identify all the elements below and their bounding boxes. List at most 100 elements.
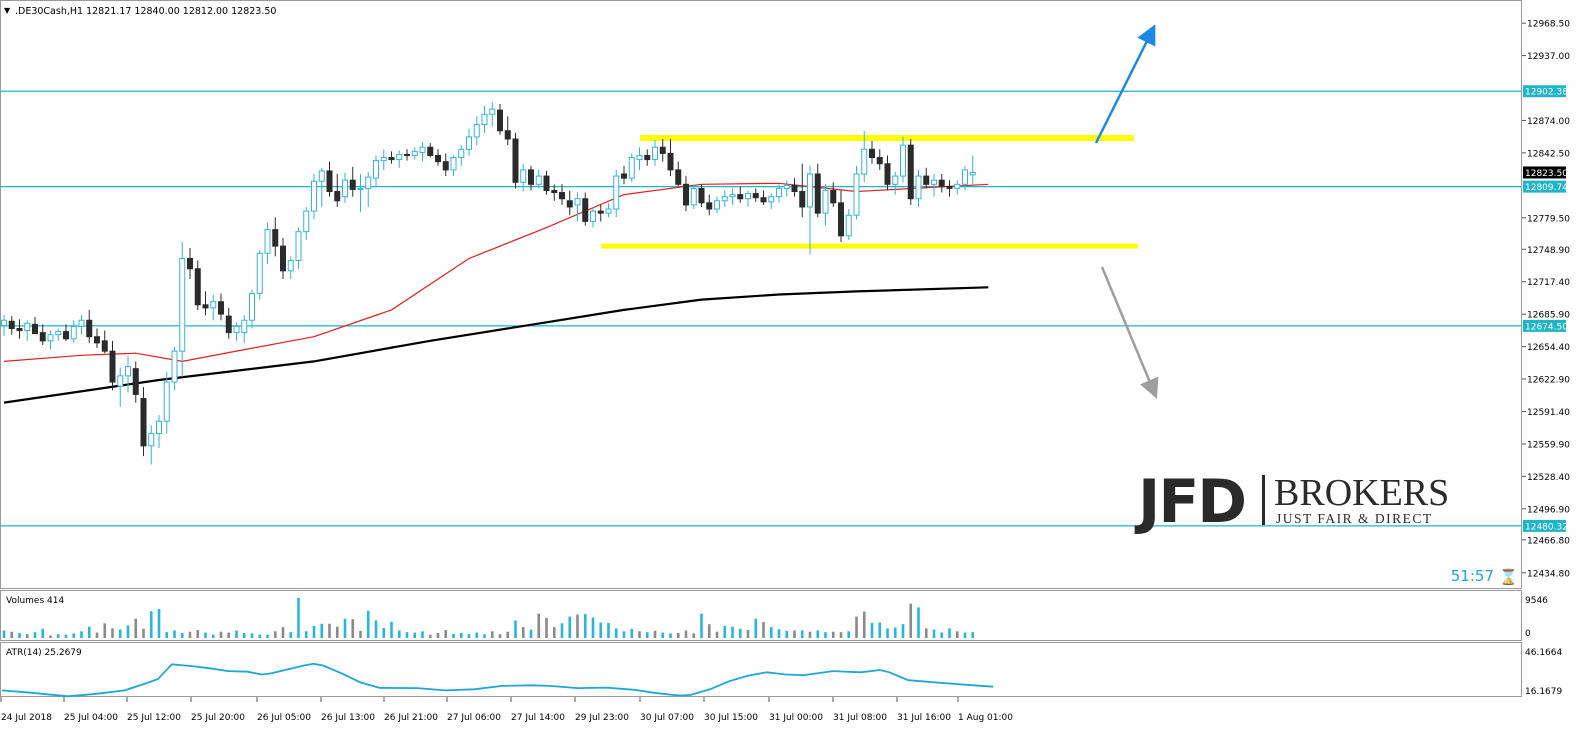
- volume-bar: [886, 628, 889, 638]
- candle-body: [698, 187, 705, 204]
- candle: [435, 149, 441, 166]
- candle: [923, 167, 930, 189]
- candle: [342, 172, 348, 203]
- candle: [388, 151, 395, 164]
- logo-tagline: JUST FAIR & DIRECT: [1276, 511, 1433, 526]
- volume-bar: [599, 622, 603, 638]
- candle-body: [101, 340, 108, 352]
- x-tick-label: 26 Jul 13:00: [321, 713, 375, 723]
- candle-body: [39, 332, 46, 342]
- candle-body: [783, 184, 790, 189]
- candle: [566, 190, 573, 216]
- candle-body: [512, 138, 519, 183]
- candle: [24, 320, 31, 341]
- volume-bar: [638, 631, 641, 638]
- volume-bar: [10, 631, 14, 638]
- candle: [543, 170, 550, 195]
- volume-bar: [25, 634, 29, 638]
- candle-body: [109, 350, 116, 383]
- x-tick-label: 25 Jul 04:00: [64, 713, 118, 723]
- candle: [210, 294, 217, 321]
- candle: [466, 128, 472, 156]
- level-tag: [1523, 180, 1566, 193]
- candle: [830, 182, 837, 207]
- ma-fast-line: [3, 182, 989, 363]
- volume-bar: [924, 628, 928, 638]
- ma-slow-line: [3, 286, 989, 404]
- volume-bar: [839, 632, 843, 638]
- volume-bar: [769, 627, 773, 638]
- candle: [667, 138, 674, 177]
- volume-bar: [196, 630, 200, 638]
- candle: [16, 319, 23, 339]
- candle-body: [249, 292, 255, 321]
- x-tick-label: 25 Jul 12:00: [127, 713, 181, 723]
- candle-body: [667, 152, 674, 171]
- volume-bar: [971, 632, 975, 638]
- candle-body: [884, 163, 891, 185]
- volume-bar: [80, 631, 83, 638]
- level-tag-label: 12809.74: [1525, 183, 1568, 193]
- volume-bar: [614, 628, 618, 638]
- volume-bar: [33, 632, 37, 638]
- volume-bar: [785, 630, 789, 638]
- candle-body: [535, 175, 542, 185]
- candle-body: [458, 148, 465, 159]
- candle: [334, 174, 341, 207]
- volume-bar: [630, 628, 634, 638]
- candle-body: [70, 325, 77, 340]
- current-price-label: 12823.50: [1525, 169, 1568, 179]
- candle: [884, 155, 891, 191]
- candle: [807, 165, 813, 255]
- candle-body: [94, 336, 100, 344]
- volume-bar: [204, 632, 207, 638]
- candle-body: [559, 192, 565, 200]
- volume-bar: [134, 618, 138, 638]
- candle-body: [962, 169, 968, 185]
- volume-bar: [529, 629, 533, 638]
- candle-body: [125, 366, 131, 377]
- candle: [900, 136, 906, 183]
- candle: [171, 347, 178, 391]
- candle: [590, 206, 596, 228]
- candle: [853, 165, 860, 220]
- y-tick-label: 12654.40: [1527, 343, 1570, 353]
- y-tick-label: 12591.40: [1527, 408, 1570, 418]
- candle: [760, 190, 767, 205]
- candle-body: [892, 175, 899, 185]
- time-axis: 24 Jul 2018 25 Jul 04:00 25 Jul 12:00 25 Ju…: [0, 697, 1013, 723]
- candle-body: [373, 160, 379, 179]
- x-tick-label: 30 Jul 07:00: [640, 713, 694, 723]
- candle: [915, 169, 922, 207]
- candle-body: [745, 193, 751, 200]
- candle: [838, 190, 844, 242]
- candle-body: [845, 214, 852, 237]
- volume-bar: [824, 632, 827, 638]
- candle: [473, 116, 480, 146]
- candle: [582, 192, 589, 226]
- candle: [652, 140, 658, 166]
- candle-body: [574, 198, 581, 206]
- candle-body: [47, 334, 54, 342]
- volume-bar: [428, 634, 432, 638]
- candle-body: [326, 170, 333, 193]
- volume-bar: [219, 631, 223, 638]
- volume-bar: [793, 630, 796, 638]
- candle: [683, 176, 689, 212]
- candle-body: [218, 301, 224, 315]
- candle: [419, 142, 426, 162]
- atr-min-label: 16.1679: [1525, 687, 1562, 697]
- price-axis: 12968.50 12937.00 12874.00 12842.50 12779.50…: [1522, 20, 1570, 579]
- candle: [194, 260, 201, 310]
- candle-body: [489, 108, 496, 115]
- header-arrow-icon[interactable]: ▼: [4, 6, 11, 15]
- horizontal-levels: 12902.38 12809.74 12674.50 12480.32 12823.50: [0, 85, 1568, 532]
- volume-bar: [800, 630, 804, 638]
- candle: [264, 222, 271, 264]
- candle-body: [466, 136, 472, 150]
- candle-body: [752, 193, 759, 199]
- candle-body: [768, 196, 775, 203]
- volume-bar: [692, 633, 696, 638]
- x-tick-label: 29 Jul 23:00: [575, 713, 629, 723]
